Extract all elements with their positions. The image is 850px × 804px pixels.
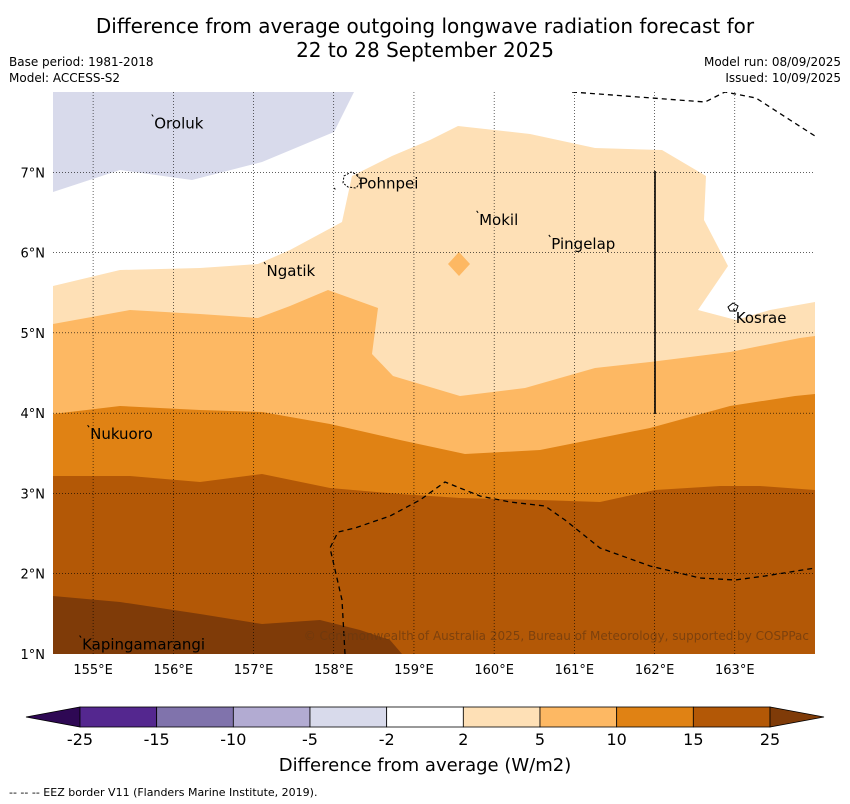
colorbar-label: 10: [606, 730, 626, 749]
place-marker: [355, 174, 359, 178]
colorbar-box: [79, 706, 158, 728]
colorbar-label: -25: [67, 730, 93, 749]
lat-tick-label: 1°N: [21, 648, 46, 663]
copyright-text: © Commonwealth of Australia 2025, Bureau…: [304, 629, 809, 643]
meta-right: Model run: 08/09/2025 Issued: 10/09/2025: [704, 54, 841, 86]
grid-lines: [53, 92, 815, 654]
place-marker: [476, 210, 479, 214]
eez-border-north: [571, 92, 815, 137]
place-label: Oroluk: [154, 115, 203, 133]
fill-minus-2-5: [53, 92, 354, 192]
place-marker: [79, 635, 82, 638]
lat-tick-label: 2°N: [21, 568, 46, 583]
colorbar-box: [156, 706, 234, 728]
place-label: Pohnpei: [359, 175, 419, 193]
lon-tick-label: 163°E: [715, 663, 755, 678]
model-name: Model: ACCESS-S2: [9, 71, 121, 85]
lon-tick-label: 162°E: [635, 663, 675, 678]
place-labels: Oroluk Pohnpei Mokil Pingelap Ngatik Kosrae Nu…: [79, 114, 787, 654]
colorbar-boxes: [25, 706, 825, 728]
colorbar-box: [692, 706, 771, 728]
colorbar-label: -15: [144, 730, 170, 749]
lon-tick-label: 155°E: [73, 663, 113, 678]
colorbar-label: -2: [379, 730, 395, 749]
colorbar-label: -5: [302, 730, 318, 749]
lat-tick-label: 7°N: [21, 166, 46, 181]
kosrae-island: [727, 302, 739, 312]
place-label: Kosrae: [736, 309, 787, 327]
colorbar-box: [386, 706, 464, 728]
lon-tick-labels: 155°E 156°E 157°E 158°E 159°E 160°E 161°E 162°E…: [73, 663, 754, 678]
place-marker: [87, 424, 90, 428]
colorbar-label: 15: [683, 730, 703, 749]
colorbar-label: 25: [760, 730, 780, 749]
colorbar-label: -10: [220, 730, 246, 749]
colorbar-title: Difference from average (W/m2): [278, 755, 572, 776]
lon-tick-label: 157°E: [234, 663, 274, 678]
lon-tick-label: 159°E: [394, 663, 434, 678]
issued-date: Issued: 10/09/2025: [725, 71, 841, 85]
colorbar-box: [232, 706, 311, 728]
lon-tick-label: 160°E: [474, 663, 514, 678]
lat-tick-label: 5°N: [21, 327, 46, 342]
eez-border-south: [329, 481, 815, 654]
colorbar-box: [462, 706, 541, 728]
place-label: Mokil: [479, 211, 518, 229]
lat-tick-label: 6°N: [21, 247, 46, 262]
title-line-1: Difference from average outgoing longwav…: [95, 14, 755, 38]
place-label: Nukuoro: [90, 425, 153, 443]
base-period: Base period: 1981-2018: [9, 55, 154, 69]
place-marker: [732, 308, 736, 312]
place-label: Pingelap: [551, 235, 615, 253]
colorbar-box: [309, 706, 388, 728]
meta-left: Base period: 1981-2018 Model: ACCESS-S2: [9, 54, 154, 86]
place-marker: [548, 234, 551, 238]
colorbar-extend-high: [769, 706, 825, 728]
place-marker: [263, 261, 266, 265]
colorbar-box: [539, 706, 618, 728]
colorbar-box: [616, 706, 694, 728]
footnote: -- -- -- EEZ border V11 (Flanders Marine…: [9, 786, 318, 799]
lon-tick-label: 161°E: [555, 663, 595, 678]
colorbar-labels: -25 -15 -10 -5 -2 2 5 10 15 25: [67, 730, 780, 749]
place-label: Ngatik: [267, 262, 316, 280]
map-title: Difference from average outgoing longwav…: [0, 14, 850, 62]
colorbar-label: 5: [535, 730, 545, 749]
fill-patch-5-10: [448, 252, 470, 276]
lat-tick-labels: 1°N 2°N 3°N 4°N 5°N 6°N 7°N: [21, 166, 46, 663]
colorbar-extend-low: [25, 706, 81, 728]
pohnpei-island: [333, 171, 362, 191]
lon-tick-label: 156°E: [154, 663, 194, 678]
lat-tick-label: 4°N: [21, 407, 46, 422]
title-line-2: 22 to 28 September 2025: [296, 38, 554, 62]
fill-25-plus: [53, 596, 402, 654]
contour-fills: [53, 92, 815, 654]
place-label: Kapingamarangi: [82, 636, 205, 654]
lat-tick-label: 3°N: [21, 487, 46, 502]
colorbar-label: 2: [458, 730, 468, 749]
place-marker: [151, 114, 154, 117]
lon-tick-label: 158°E: [314, 663, 354, 678]
model-run: Model run: 08/09/2025: [703, 55, 841, 69]
